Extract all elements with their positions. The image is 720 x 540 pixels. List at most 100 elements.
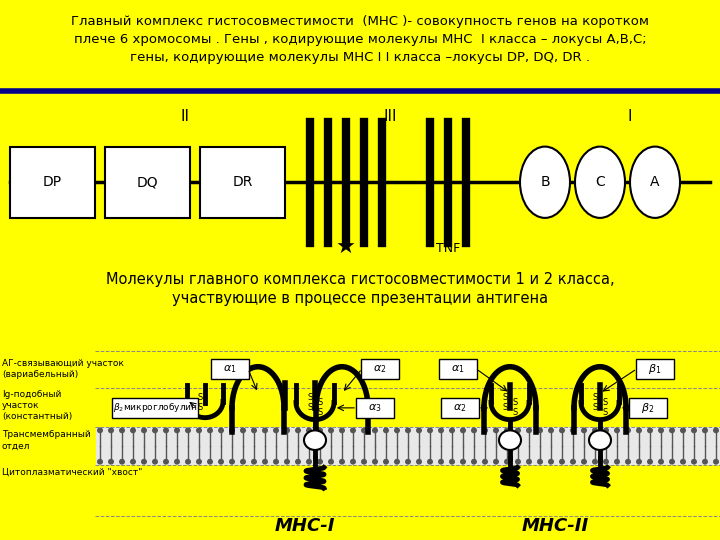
Circle shape: [141, 459, 147, 464]
Circle shape: [515, 428, 521, 433]
Circle shape: [295, 428, 301, 433]
Text: $\alpha_2$: $\alpha_2$: [454, 402, 467, 414]
Circle shape: [691, 459, 697, 464]
Bar: [10, 146, 95, 218]
Circle shape: [416, 428, 422, 433]
Text: Главный комплекс гистосовместимости  (МНС )- совокупность генов на коротком
плеч: Главный комплекс гистосовместимости (МНС…: [71, 15, 649, 64]
FancyBboxPatch shape: [112, 398, 198, 417]
Text: II: II: [181, 109, 189, 124]
Circle shape: [196, 459, 202, 464]
Circle shape: [625, 428, 631, 433]
Text: МНС-I: МНС-I: [275, 517, 336, 535]
Circle shape: [669, 459, 675, 464]
Circle shape: [119, 428, 125, 433]
Circle shape: [482, 459, 488, 464]
Ellipse shape: [589, 430, 611, 450]
Text: АГ-связывающий участок
(вариабельный): АГ-связывающий участок (вариабельный): [2, 359, 124, 379]
Circle shape: [504, 459, 510, 464]
Circle shape: [163, 459, 169, 464]
Circle shape: [438, 459, 444, 464]
Circle shape: [680, 428, 686, 433]
Circle shape: [152, 428, 158, 433]
Text: участвующие в процессе презентации антигена: участвующие в процессе презентации антиг…: [172, 291, 548, 306]
Circle shape: [713, 428, 719, 433]
Circle shape: [592, 459, 598, 464]
Bar: [200, 146, 285, 218]
Text: Ig-подобный
участок
(константный): Ig-подобный участок (константный): [2, 390, 72, 421]
Circle shape: [196, 428, 202, 433]
Circle shape: [405, 459, 411, 464]
Circle shape: [669, 428, 675, 433]
Text: $\alpha_3$: $\alpha_3$: [368, 402, 382, 414]
Circle shape: [240, 428, 246, 433]
Ellipse shape: [575, 146, 625, 218]
Circle shape: [570, 459, 576, 464]
Circle shape: [559, 428, 565, 433]
Text: B: B: [540, 176, 550, 189]
Circle shape: [218, 459, 224, 464]
Text: Молекулы главного комплекса гистосовместимости 1 и 2 класса,: Молекулы главного комплекса гистосовмест…: [106, 272, 614, 287]
Circle shape: [284, 428, 290, 433]
Text: DQ: DQ: [137, 176, 158, 189]
Text: S: S: [197, 393, 202, 402]
FancyBboxPatch shape: [636, 359, 674, 379]
Text: S: S: [307, 393, 312, 402]
Bar: [105, 146, 190, 218]
Circle shape: [394, 459, 400, 464]
Ellipse shape: [499, 430, 521, 450]
FancyBboxPatch shape: [356, 398, 394, 417]
Circle shape: [438, 428, 444, 433]
Circle shape: [218, 428, 224, 433]
Circle shape: [185, 459, 191, 464]
Circle shape: [526, 459, 532, 464]
Text: S: S: [593, 393, 598, 402]
Circle shape: [713, 459, 719, 464]
Circle shape: [537, 459, 543, 464]
Circle shape: [251, 428, 257, 433]
Text: $\beta_2$: $\beta_2$: [642, 401, 654, 415]
Circle shape: [229, 459, 235, 464]
Circle shape: [504, 428, 510, 433]
Circle shape: [559, 459, 565, 464]
Circle shape: [372, 459, 378, 464]
Circle shape: [339, 459, 345, 464]
Circle shape: [537, 428, 543, 433]
Text: S: S: [513, 408, 518, 417]
Circle shape: [284, 459, 290, 464]
Text: Трансмембранный
отдел: Трансмембранный отдел: [2, 430, 91, 450]
Circle shape: [658, 428, 664, 433]
Text: $\alpha_2$: $\alpha_2$: [373, 363, 387, 375]
FancyBboxPatch shape: [361, 359, 399, 379]
Circle shape: [471, 428, 477, 433]
Circle shape: [130, 459, 136, 464]
Ellipse shape: [304, 430, 326, 450]
Circle shape: [207, 428, 213, 433]
Circle shape: [328, 459, 334, 464]
Circle shape: [273, 459, 279, 464]
Circle shape: [471, 459, 477, 464]
Circle shape: [405, 428, 411, 433]
Text: $\alpha_1$: $\alpha_1$: [451, 363, 465, 375]
Circle shape: [361, 459, 367, 464]
Circle shape: [427, 428, 433, 433]
Circle shape: [603, 459, 609, 464]
FancyBboxPatch shape: [441, 398, 479, 417]
Text: МНС-II: МНС-II: [521, 517, 589, 535]
Circle shape: [383, 459, 389, 464]
Circle shape: [658, 459, 664, 464]
Circle shape: [119, 459, 125, 464]
Circle shape: [350, 459, 356, 464]
Text: S: S: [603, 408, 608, 417]
Circle shape: [548, 459, 554, 464]
Circle shape: [229, 428, 235, 433]
Text: S: S: [503, 403, 508, 412]
FancyBboxPatch shape: [439, 359, 477, 379]
Circle shape: [691, 428, 697, 433]
Text: I: I: [628, 109, 632, 124]
Circle shape: [581, 428, 587, 433]
Circle shape: [174, 459, 180, 464]
Text: $\beta_1$: $\beta_1$: [648, 362, 662, 376]
Circle shape: [97, 428, 103, 433]
Text: $\alpha_1$: $\alpha_1$: [223, 363, 237, 375]
Circle shape: [636, 459, 642, 464]
